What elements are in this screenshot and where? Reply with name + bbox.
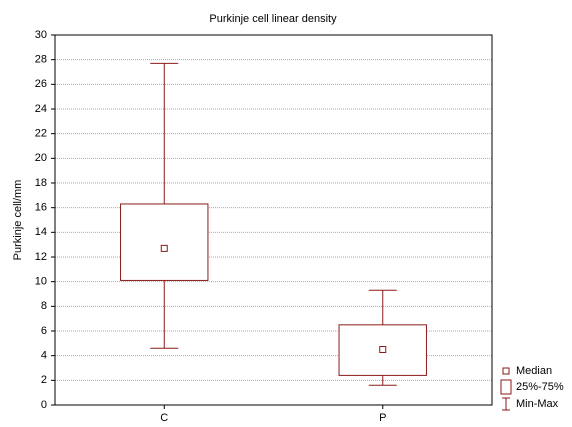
y-tick-label: 6 xyxy=(41,325,47,337)
legend-label: Median xyxy=(516,365,552,377)
y-tick-label: 12 xyxy=(35,251,47,263)
y-tick-label: 30 xyxy=(35,29,47,41)
y-tick-label: 2 xyxy=(41,374,47,386)
y-tick-label: 24 xyxy=(35,103,47,115)
y-axis-label: Purkinje cell/mm xyxy=(12,180,24,261)
y-tick-label: 20 xyxy=(35,152,47,164)
y-tick-label: 14 xyxy=(35,226,47,238)
box xyxy=(120,203,209,281)
y-tick-label: 10 xyxy=(35,276,47,288)
legend-median-icon xyxy=(502,367,510,375)
y-tick-label: 18 xyxy=(35,177,47,189)
median xyxy=(379,346,387,353)
y-tick-label: 4 xyxy=(41,350,47,362)
y-tick-label: 16 xyxy=(35,202,47,214)
y-tick-label: 28 xyxy=(35,54,47,66)
x-tick-label: C xyxy=(160,412,168,422)
legend-label: 25%-75% xyxy=(516,381,564,393)
y-tick-label: 22 xyxy=(35,128,47,140)
y-tick-label: 26 xyxy=(35,78,47,90)
x-tick-label: P xyxy=(379,412,386,422)
legend-box-icon xyxy=(500,379,512,395)
plot-frame xyxy=(54,34,493,406)
legend-label: Min-Max xyxy=(516,398,559,410)
chart-title: Purkinje cell linear density xyxy=(209,13,337,25)
median xyxy=(160,244,168,252)
y-tick-label: 8 xyxy=(41,300,47,312)
y-tick-label: 0 xyxy=(41,399,47,411)
